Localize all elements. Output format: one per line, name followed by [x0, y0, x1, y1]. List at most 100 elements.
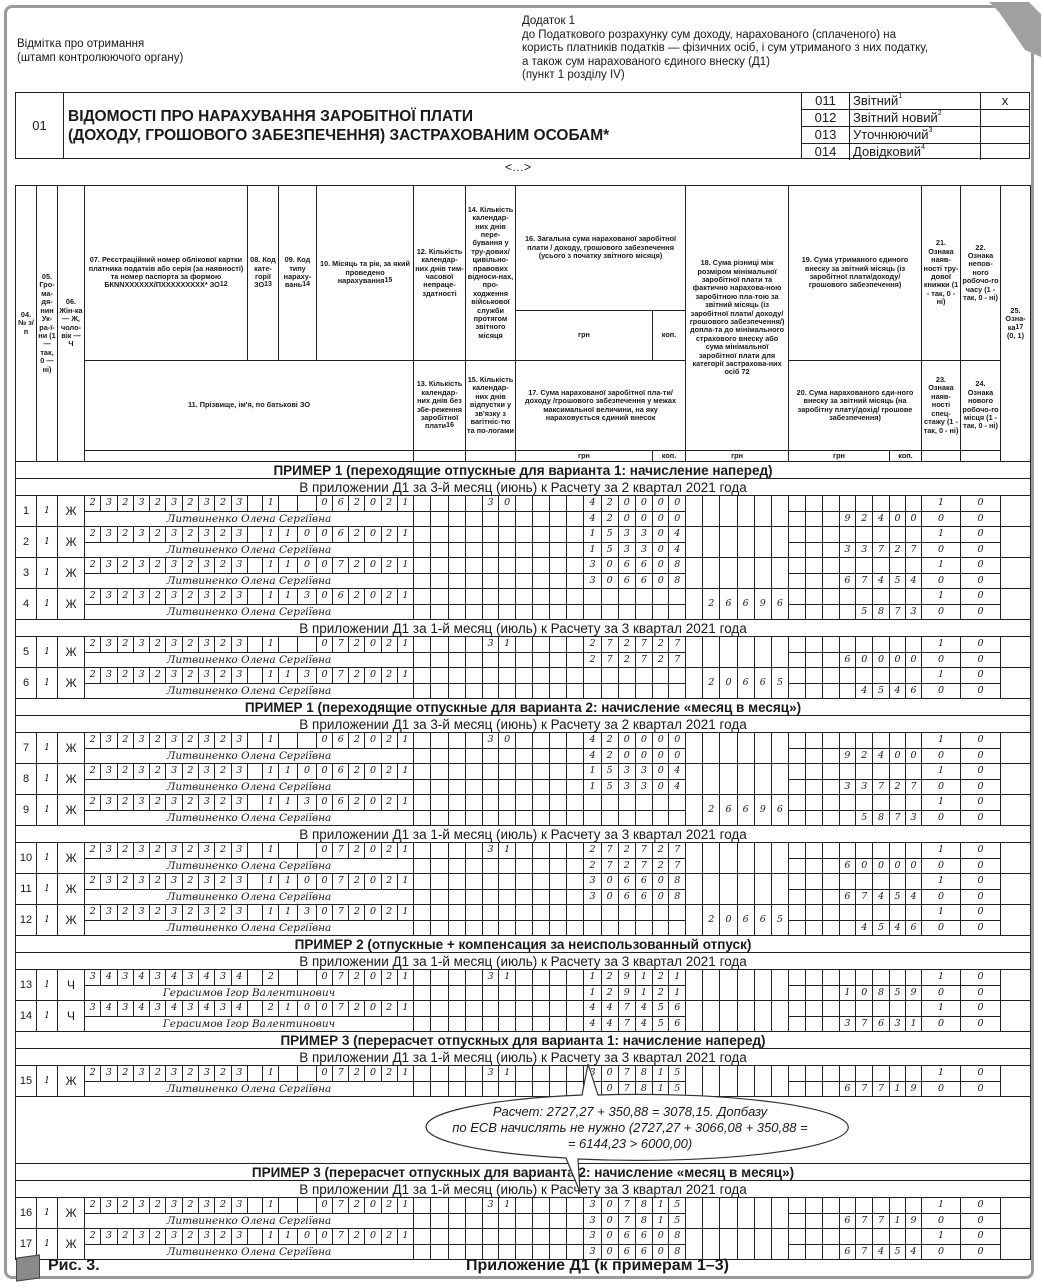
registration-number-cell[interactable]: 3 — [100, 636, 118, 653]
category-code-cell[interactable]: 1 — [262, 842, 279, 859]
registration-number-cell[interactable]: 3 — [83, 1000, 102, 1017]
month-year-cell[interactable]: 7 — [332, 842, 350, 859]
employment-days-cell[interactable] — [481, 667, 500, 684]
citizen-flag[interactable]: 1 — [36, 904, 58, 936]
total-accrued-cell[interactable] — [617, 588, 636, 605]
registration-number-cell[interactable]: 3 — [165, 873, 183, 890]
maternity-days-cell[interactable] — [481, 1015, 500, 1032]
accrual-type-code-cell[interactable] — [296, 636, 318, 653]
month-year-cell[interactable]: 6 — [332, 732, 350, 749]
registration-number-cell[interactable]: 3 — [132, 1197, 151, 1214]
flag-25[interactable] — [1000, 1065, 1031, 1097]
accrued-within-max-cell[interactable] — [532, 541, 551, 558]
total-accrued-cell[interactable]: 8 — [634, 1065, 653, 1082]
contribution-accrued-cell[interactable]: 0 — [888, 510, 906, 527]
total-accrued-cell[interactable]: 3 — [583, 557, 602, 574]
registration-number-cell[interactable]: 3 — [132, 1228, 151, 1245]
total-accrued-cell[interactable]: 3 — [583, 1197, 602, 1214]
special-service-flag[interactable]: 0 — [921, 747, 961, 764]
min-wage-difference-cell[interactable] — [770, 495, 790, 527]
registration-number-cell[interactable]: 3 — [198, 495, 216, 512]
employment-days-cell[interactable] — [464, 1000, 483, 1017]
maternity-days-cell[interactable] — [481, 510, 500, 527]
registration-number-cell[interactable]: 3 — [198, 842, 216, 859]
employee-name[interactable]: Литвиненко Олена Сергіївна — [84, 1080, 414, 1097]
contribution-withheld-cell[interactable] — [838, 904, 857, 921]
month-year-cell[interactable]: 7 — [332, 636, 350, 653]
contribution-withheld-cell[interactable] — [804, 904, 823, 921]
contribution-accrued-cell[interactable]: 4 — [888, 919, 906, 936]
accrued-within-max-cell[interactable]: 4 — [583, 1015, 602, 1032]
min-wage-difference-cell[interactable] — [685, 732, 704, 764]
registration-number-cell[interactable]: 2 — [149, 636, 167, 653]
contribution-withheld-cell[interactable] — [872, 1065, 890, 1082]
sick-days-cell[interactable] — [412, 1228, 432, 1245]
total-accrued-cell[interactable] — [532, 667, 551, 684]
contribution-accrued-cell[interactable]: 3 — [888, 1015, 906, 1032]
month-year-cell[interactable]: 1 — [396, 495, 414, 512]
unpaid-days-cell[interactable] — [447, 510, 466, 527]
accrual-type-code-cell[interactable]: 1 — [277, 794, 298, 811]
accrued-within-max-cell[interactable]: 5 — [600, 541, 619, 558]
min-wage-difference-cell[interactable] — [753, 636, 772, 668]
month-year-cell[interactable]: 2 — [348, 1065, 366, 1082]
accrued-within-max-cell[interactable]: 2 — [600, 510, 619, 527]
total-accrued-cell[interactable]: 7 — [668, 842, 687, 859]
part-time-flag[interactable]: 0 — [960, 636, 1001, 653]
month-year-cell[interactable]: 0 — [364, 667, 382, 684]
contribution-withheld-cell[interactable] — [804, 495, 823, 512]
accrued-within-max-cell[interactable]: 4 — [668, 778, 687, 795]
contribution-withheld-cell[interactable] — [872, 1197, 890, 1214]
sick-days-cell[interactable] — [447, 667, 466, 684]
flag-25[interactable] — [1000, 495, 1031, 527]
employment-days-cell[interactable] — [464, 588, 483, 605]
sick-days-cell[interactable] — [430, 636, 449, 653]
sick-days-cell[interactable] — [412, 763, 432, 780]
category-code-cell[interactable]: 1 — [262, 588, 279, 605]
contribution-withheld-cell[interactable] — [838, 526, 857, 543]
accrued-within-max-cell[interactable]: 1 — [583, 778, 602, 795]
contribution-withheld-cell[interactable] — [788, 495, 806, 512]
employment-days-cell[interactable] — [481, 588, 500, 605]
contribution-withheld-cell[interactable] — [888, 495, 906, 512]
contribution-withheld-cell[interactable] — [821, 904, 840, 921]
total-accrued-cell[interactable] — [514, 1197, 534, 1214]
report-type-row[interactable]: 014 Довідковий4 — [802, 144, 1029, 160]
category-code-cell[interactable]: 1 — [262, 1065, 279, 1082]
maternity-days-cell[interactable] — [498, 541, 516, 558]
total-accrued-cell[interactable] — [566, 969, 585, 986]
contribution-withheld-cell[interactable] — [788, 526, 806, 543]
total-accrued-cell[interactable] — [514, 1065, 534, 1082]
contribution-withheld-cell[interactable] — [821, 969, 840, 986]
total-accrued-cell[interactable] — [566, 842, 585, 859]
sick-days-cell[interactable] — [412, 842, 432, 859]
contribution-withheld-cell[interactable] — [872, 1228, 890, 1245]
unpaid-days-cell[interactable] — [430, 984, 449, 1001]
citizen-flag[interactable]: 1 — [36, 495, 58, 527]
accrued-within-max-cell[interactable] — [566, 510, 585, 527]
contribution-accrued-cell[interactable]: 3 — [904, 809, 923, 826]
unpaid-days-cell[interactable] — [430, 1212, 449, 1229]
month-year-cell[interactable]: 0 — [315, 1065, 334, 1082]
unpaid-days-cell[interactable] — [447, 682, 466, 699]
sick-days-cell[interactable] — [447, 1000, 466, 1017]
maternity-days-cell[interactable] — [498, 747, 516, 764]
accrued-within-max-cell[interactable]: 3 — [617, 541, 636, 558]
citizen-flag[interactable]: 1 — [36, 1065, 58, 1097]
month-year-cell[interactable]: 6 — [332, 763, 350, 780]
contribution-accrued-cell[interactable]: 4 — [855, 682, 874, 699]
month-year-cell[interactable]: 1 — [396, 842, 414, 859]
accrued-within-max-cell[interactable]: 0 — [651, 572, 670, 589]
min-wage-difference-cell[interactable] — [736, 763, 755, 795]
maternity-days-cell[interactable] — [498, 1080, 516, 1097]
gender[interactable]: Ж — [57, 763, 85, 795]
accrued-within-max-cell[interactable] — [532, 809, 551, 826]
min-wage-difference-cell[interactable] — [702, 557, 721, 589]
sick-days-cell[interactable] — [447, 1197, 466, 1214]
employment-days-cell[interactable] — [498, 794, 516, 811]
registration-number-cell[interactable]: 3 — [132, 842, 151, 859]
registration-number-cell[interactable]: 3 — [132, 557, 151, 574]
contribution-accrued-cell[interactable]: 0 — [904, 510, 923, 527]
accrued-within-max-cell[interactable]: 4 — [634, 1015, 653, 1032]
contribution-withheld-cell[interactable] — [838, 667, 857, 684]
